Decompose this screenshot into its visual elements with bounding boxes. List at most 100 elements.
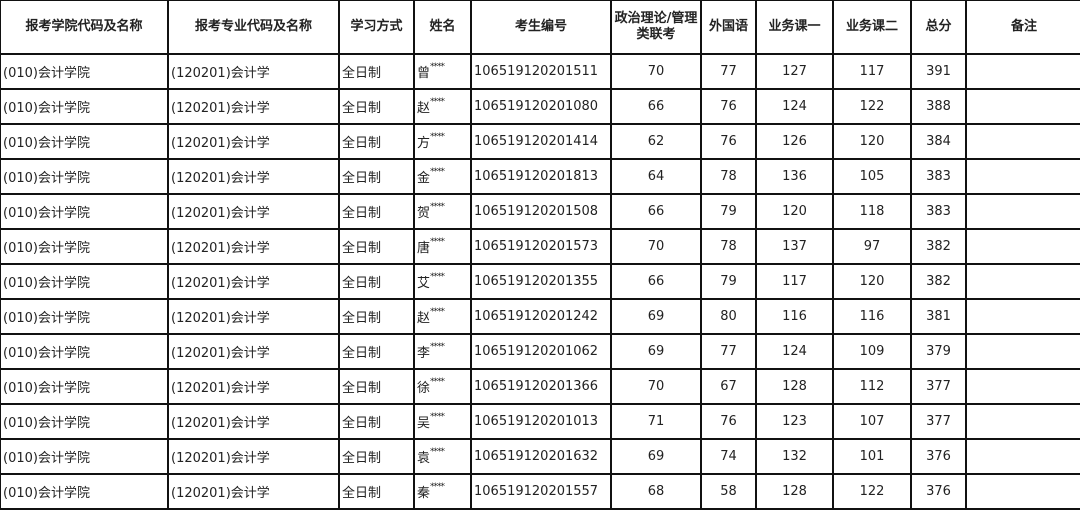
cell-note [965, 368, 1080, 405]
cell-course-two: 101 [832, 438, 912, 475]
surname: 李 [417, 346, 431, 361]
surname: 秦 [417, 486, 431, 501]
cell-foreign-language: 80 [700, 298, 757, 335]
cell-candidate-id: 106519120201511 [470, 53, 612, 90]
cell-course-two: 107 [832, 403, 912, 440]
cell-total: 377 [910, 403, 967, 440]
header-course-two: 业务课二 [832, 0, 912, 55]
cell-name: 金**** [413, 158, 472, 195]
cell-college: (010)会计学院 [0, 333, 169, 370]
cell-major: (120201)会计学 [167, 123, 340, 160]
cell-course-two: 120 [832, 123, 912, 160]
cell-foreign-language: 79 [700, 263, 757, 300]
cell-course-two: 112 [832, 368, 912, 405]
cell-college: (010)会计学院 [0, 473, 169, 510]
cell-name: 赵**** [413, 88, 472, 125]
cell-candidate-id: 106519120201632 [470, 438, 612, 475]
cell-college: (010)会计学院 [0, 298, 169, 335]
cell-foreign-language: 77 [700, 53, 757, 90]
cell-course-two: 97 [832, 228, 912, 265]
cell-course-one: 126 [755, 123, 834, 160]
cell-note [965, 88, 1080, 125]
cell-study-mode: 全日制 [338, 438, 415, 475]
cell-candidate-id: 106519120201080 [470, 88, 612, 125]
surname: 曾 [417, 66, 431, 81]
cell-total: 376 [910, 473, 967, 510]
cell-name: 袁**** [413, 438, 472, 475]
cell-course-two: 105 [832, 158, 912, 195]
table-row: (010)会计学院 (120201)会计学 全日制 徐**** 106519120201… [0, 368, 1080, 405]
header-row: 报考学院代码及名称 报考专业代码及名称 学习方式 姓名 考生编号 政治理论/管理类联考 外国… [0, 0, 1080, 55]
cell-total: 377 [910, 368, 967, 405]
cell-name: 秦**** [413, 473, 472, 510]
name-mask: **** [430, 447, 445, 457]
cell-foreign-language: 74 [700, 438, 757, 475]
cell-name: 赵**** [413, 298, 472, 335]
cell-course-two: 120 [832, 263, 912, 300]
cell-candidate-id: 106519120201242 [470, 298, 612, 335]
cell-note [965, 263, 1080, 300]
cell-major: (120201)会计学 [167, 333, 340, 370]
cell-college: (010)会计学院 [0, 158, 169, 195]
cell-name: 曾**** [413, 53, 472, 90]
cell-major: (120201)会计学 [167, 263, 340, 300]
cell-course-two: 116 [832, 298, 912, 335]
cell-name: 艾**** [413, 263, 472, 300]
cell-note [965, 123, 1080, 160]
cell-politics: 68 [610, 473, 702, 510]
cell-major: (120201)会计学 [167, 473, 340, 510]
surname: 徐 [417, 381, 431, 396]
surname: 袁 [417, 451, 431, 466]
table-row: (010)会计学院 (120201)会计学 全日制 贺**** 106519120201… [0, 193, 1080, 230]
header-foreign-language: 外国语 [700, 0, 757, 55]
cell-course-one: 128 [755, 473, 834, 510]
header-note: 备注 [965, 0, 1080, 55]
cell-foreign-language: 76 [700, 88, 757, 125]
cell-course-one: 124 [755, 88, 834, 125]
cell-note [965, 438, 1080, 475]
cell-total: 391 [910, 53, 967, 90]
cell-candidate-id: 106519120201813 [470, 158, 612, 195]
cell-course-one: 124 [755, 333, 834, 370]
cell-politics: 71 [610, 403, 702, 440]
surname: 赵 [417, 311, 431, 326]
header-study-mode: 学习方式 [338, 0, 415, 55]
cell-major: (120201)会计学 [167, 193, 340, 230]
name-mask: **** [430, 342, 445, 352]
surname: 赵 [417, 101, 431, 116]
cell-course-one: 120 [755, 193, 834, 230]
table-body: (010)会计学院 (120201)会计学 全日制 曾**** 106519120201… [0, 53, 1080, 510]
cell-politics: 66 [610, 263, 702, 300]
cell-major: (120201)会计学 [167, 228, 340, 265]
cell-foreign-language: 79 [700, 193, 757, 230]
cell-study-mode: 全日制 [338, 53, 415, 90]
cell-politics: 69 [610, 333, 702, 370]
cell-note [965, 403, 1080, 440]
cell-note [965, 228, 1080, 265]
cell-college: (010)会计学院 [0, 263, 169, 300]
cell-politics: 66 [610, 88, 702, 125]
cell-name: 吴**** [413, 403, 472, 440]
cell-politics: 70 [610, 228, 702, 265]
cell-foreign-language: 76 [700, 403, 757, 440]
cell-candidate-id: 106519120201573 [470, 228, 612, 265]
cell-major: (120201)会计学 [167, 88, 340, 125]
surname: 方 [417, 136, 431, 151]
cell-study-mode: 全日制 [338, 123, 415, 160]
cell-foreign-language: 78 [700, 158, 757, 195]
cell-foreign-language: 76 [700, 123, 757, 160]
table-row: (010)会计学院 (120201)会计学 全日制 吴**** 106519120201… [0, 403, 1080, 440]
cell-course-one: 137 [755, 228, 834, 265]
cell-course-two: 122 [832, 88, 912, 125]
surname: 唐 [417, 241, 431, 256]
table-row: (010)会计学院 (120201)会计学 全日制 赵**** 106519120201… [0, 298, 1080, 335]
cell-study-mode: 全日制 [338, 263, 415, 300]
cell-course-one: 117 [755, 263, 834, 300]
cell-politics: 64 [610, 158, 702, 195]
cell-foreign-language: 58 [700, 473, 757, 510]
cell-total: 383 [910, 158, 967, 195]
cell-note [965, 473, 1080, 510]
name-mask: **** [430, 62, 445, 72]
cell-college: (010)会计学院 [0, 88, 169, 125]
